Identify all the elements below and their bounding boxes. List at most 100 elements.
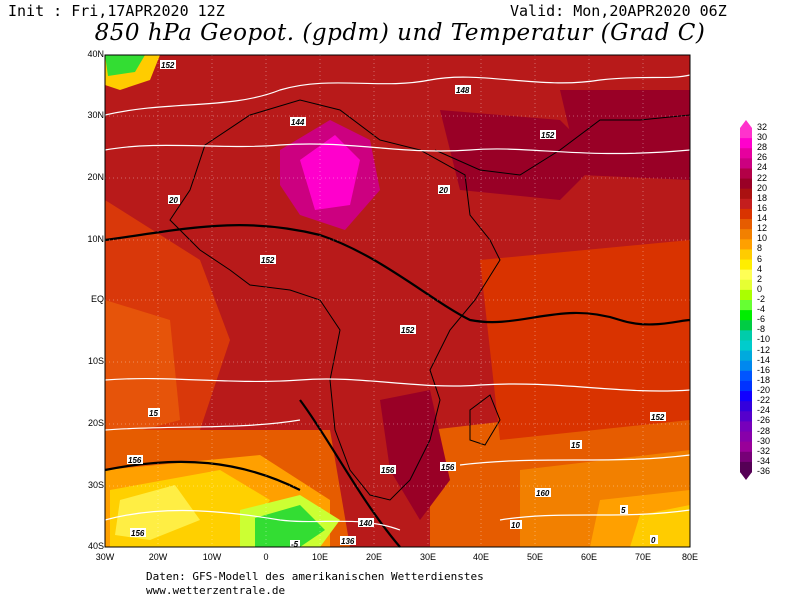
- contour-label: 156: [131, 529, 145, 538]
- colorbar-segment: [740, 138, 752, 149]
- colorbar-segment: [740, 300, 752, 311]
- colorbar-segment: [740, 148, 752, 159]
- init-time-label: Init : Fri,17APR2020 12Z: [8, 2, 225, 20]
- lat-label: 20N: [87, 172, 104, 182]
- colorbar-tick-label: -14: [757, 354, 771, 365]
- lon-label: 70E: [634, 552, 651, 562]
- colorbar: [740, 120, 752, 480]
- contour-label: 15: [571, 441, 580, 450]
- colorbar-tick-label: 24: [757, 162, 768, 173]
- colorbar-tick-label: 4: [757, 263, 763, 274]
- colorbar-tick-label: -10: [757, 334, 771, 345]
- colorbar-segment: [740, 310, 752, 321]
- geopotential-contours: [104, 224, 691, 548]
- contour-labels: 152 144 148 152 152 152 152 156 156 156 …: [127, 60, 666, 549]
- lon-label: 30W: [95, 552, 115, 562]
- lon-label: 40E: [472, 552, 489, 562]
- contour-label: 152: [541, 131, 555, 140]
- colorbar-tick-label: -30: [757, 435, 771, 446]
- colorbar-segment: [740, 188, 752, 200]
- contour-label: 152: [161, 61, 175, 70]
- colorbar-segment: [740, 380, 752, 392]
- contour-label: 15: [149, 409, 158, 418]
- colorbar-tick-label: -18: [757, 374, 771, 385]
- colorbar-tick-label: 32: [757, 122, 768, 132]
- colorbar-segment: [740, 279, 752, 291]
- colorbar-segment: [740, 451, 752, 463]
- lon-label: 80E: [681, 552, 698, 562]
- colorbar-tick-label: 16: [757, 202, 768, 213]
- colorbar-segment: [740, 320, 752, 331]
- contour-label: 0: [651, 536, 656, 545]
- colorbar-tick-label: 28: [757, 142, 768, 153]
- lat-label: 30N: [87, 110, 104, 120]
- contour-label: 160: [536, 489, 550, 498]
- colorbar-tick-label: 20: [757, 182, 768, 193]
- lon-label: 20W: [148, 552, 168, 562]
- colorbar-segment: [740, 340, 752, 352]
- colorbar-tick-label: 18: [757, 192, 768, 203]
- colorbar-tick-label: 10: [757, 233, 768, 244]
- colorbar-tick-label: 12: [757, 223, 768, 234]
- colorbar-tick-label: 14: [757, 213, 768, 224]
- colorbar-tick-label: -4: [757, 304, 766, 315]
- lat-label: EQ: [90, 294, 104, 304]
- lat-label: 10N: [87, 234, 104, 244]
- colorbar-segment: [740, 259, 752, 271]
- lon-label: 10E: [311, 552, 328, 562]
- contour-label: 10: [511, 521, 520, 530]
- colorbar-tick-label: -32: [757, 445, 771, 456]
- map-title: 850 hPa Geopot. (gpdm) und Temperatur (G…: [94, 20, 706, 46]
- valid-time-label: Valid: Mon,20APR2020 06Z: [510, 2, 727, 20]
- colorbar-segment: [740, 461, 752, 473]
- lon-label: 50E: [526, 552, 543, 562]
- colorbar-segment: [740, 168, 752, 180]
- colorbar-tick-label: -20: [757, 385, 771, 396]
- contour-label: 156: [128, 456, 142, 465]
- colorbar-segment: [740, 401, 752, 412]
- temperature-field: [105, 55, 690, 547]
- colorbar-segment: [740, 431, 752, 443]
- colorbar-tick-label: 0: [757, 283, 763, 294]
- colorbar-tick-label: -12: [757, 344, 771, 355]
- contour-label: 140: [359, 519, 373, 528]
- colorbar-segment: [740, 289, 752, 301]
- colorbar-segment: [740, 411, 752, 422]
- lat-label: 30S: [87, 480, 104, 490]
- lon-label: 10W: [202, 552, 222, 562]
- lat-label: 10S: [87, 356, 104, 366]
- colorbar-tick-label: -26: [757, 415, 771, 426]
- colorbar-segment: [740, 219, 752, 230]
- colorbar-segment: [740, 370, 752, 382]
- contour-label: 148: [456, 86, 470, 95]
- lat-label: 40N: [87, 49, 104, 59]
- colorbar-tick-label: -6: [757, 314, 766, 325]
- colorbar-segment: [740, 269, 752, 281]
- colorbar-tick-label: -8: [757, 324, 766, 335]
- colorbar-segment: [740, 178, 752, 190]
- colorbar-segment: [740, 208, 752, 220]
- colorbar-tick-label: -2: [757, 294, 766, 304]
- contour-label: 5: [621, 506, 626, 515]
- colorbar-tick-label: -22: [757, 395, 771, 406]
- colorbar-tick-label: 26: [757, 152, 768, 163]
- colorbar-tick-label: -36: [757, 466, 771, 476]
- colorbar-tick-label: -24: [757, 405, 771, 416]
- lat-label: 40S: [87, 541, 104, 551]
- contour-label: 152: [651, 413, 665, 422]
- colorbar-segment: [740, 239, 752, 250]
- lon-label: 30E: [419, 552, 436, 562]
- contour-label: 20: [438, 186, 448, 195]
- colorbar-segment: [740, 249, 752, 261]
- contour-label: 156: [441, 463, 455, 472]
- colorbar-tick-label: 2: [757, 273, 763, 284]
- lat-label: 20S: [87, 418, 104, 428]
- contour-label: -5: [291, 540, 299, 549]
- data-source-credit: Daten: GFS-Modell des amerikanischen Wet…: [146, 570, 484, 583]
- contour-label: 144: [291, 118, 305, 127]
- contour-label: 152: [401, 326, 415, 335]
- contour-label: 152: [261, 256, 275, 265]
- colorbar-segment: [740, 198, 752, 210]
- colorbar-tick-label: 22: [757, 172, 768, 183]
